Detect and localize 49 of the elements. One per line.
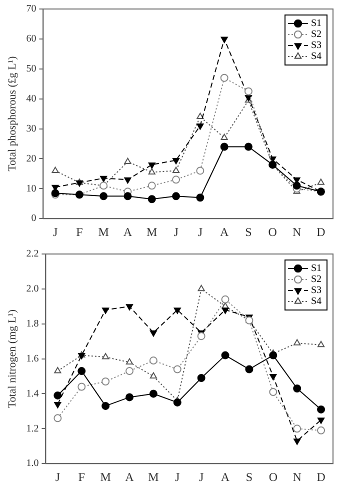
y-tick-label: 70 — [26, 4, 36, 15]
legend-label: S2 — [311, 274, 322, 286]
y-axis-title: Total phosphorous (£g L¹) — [6, 56, 18, 172]
x-tick-label: N — [292, 224, 302, 239]
x-tick-label: M — [148, 470, 160, 484]
x-tick-label: N — [292, 470, 302, 484]
x-tick-label: O — [268, 470, 278, 484]
y-tick-label: 0 — [31, 213, 36, 224]
y-tick-label: 2.0 — [26, 284, 39, 295]
x-tick-label: J — [198, 470, 204, 484]
x-tick-label: S — [246, 470, 253, 484]
y-tick-label: 1.6 — [26, 353, 39, 364]
x-tick-label: J — [174, 224, 179, 239]
x-tick-label: M — [98, 224, 110, 239]
x-tick-label: O — [268, 224, 278, 239]
x-tick-label: A — [220, 470, 230, 484]
legend-label: S4 — [311, 51, 322, 62]
legend-label: S1 — [311, 263, 322, 274]
y-tick-label: 60 — [26, 34, 36, 45]
x-tick-label: M — [100, 470, 112, 484]
x-tick-label: A — [125, 470, 134, 484]
legend-label: S1 — [311, 18, 322, 30]
y-tick-label: 1.2 — [26, 423, 39, 434]
x-tick-label: S — [245, 224, 252, 239]
legend-label: S2 — [311, 29, 322, 40]
legend-label: S3 — [311, 285, 322, 296]
y-tick-label: 20 — [26, 153, 36, 164]
x-tick-label: J — [55, 470, 60, 484]
x-tick-label: J — [175, 470, 180, 484]
x-tick-label: J — [198, 224, 203, 239]
legend-label: S3 — [311, 40, 322, 52]
x-tick-label: M — [146, 224, 158, 239]
y-axis-title: Total nitrogen (mg L¹) — [6, 309, 18, 408]
y-tick-label: 50 — [26, 64, 36, 75]
y-tick-label: 30 — [26, 123, 36, 134]
y-tick-label: 1.0 — [26, 458, 39, 470]
x-tick-label: F — [76, 224, 84, 239]
legend-label: S4 — [311, 296, 322, 308]
y-tick-label: 10 — [26, 183, 36, 194]
x-tick-label: F — [78, 470, 86, 484]
x-tick-label: A — [123, 224, 132, 239]
y-tick-label: 1.8 — [26, 318, 39, 330]
x-tick-label: D — [316, 224, 326, 239]
y-tick-label: 2.2 — [26, 248, 39, 260]
x-tick-label: D — [316, 470, 326, 484]
x-tick-label: J — [52, 224, 58, 239]
x-tick-label: A — [220, 224, 229, 239]
y-tick-label: 40 — [26, 93, 36, 104]
y-tick-label: 1.4 — [26, 388, 39, 400]
